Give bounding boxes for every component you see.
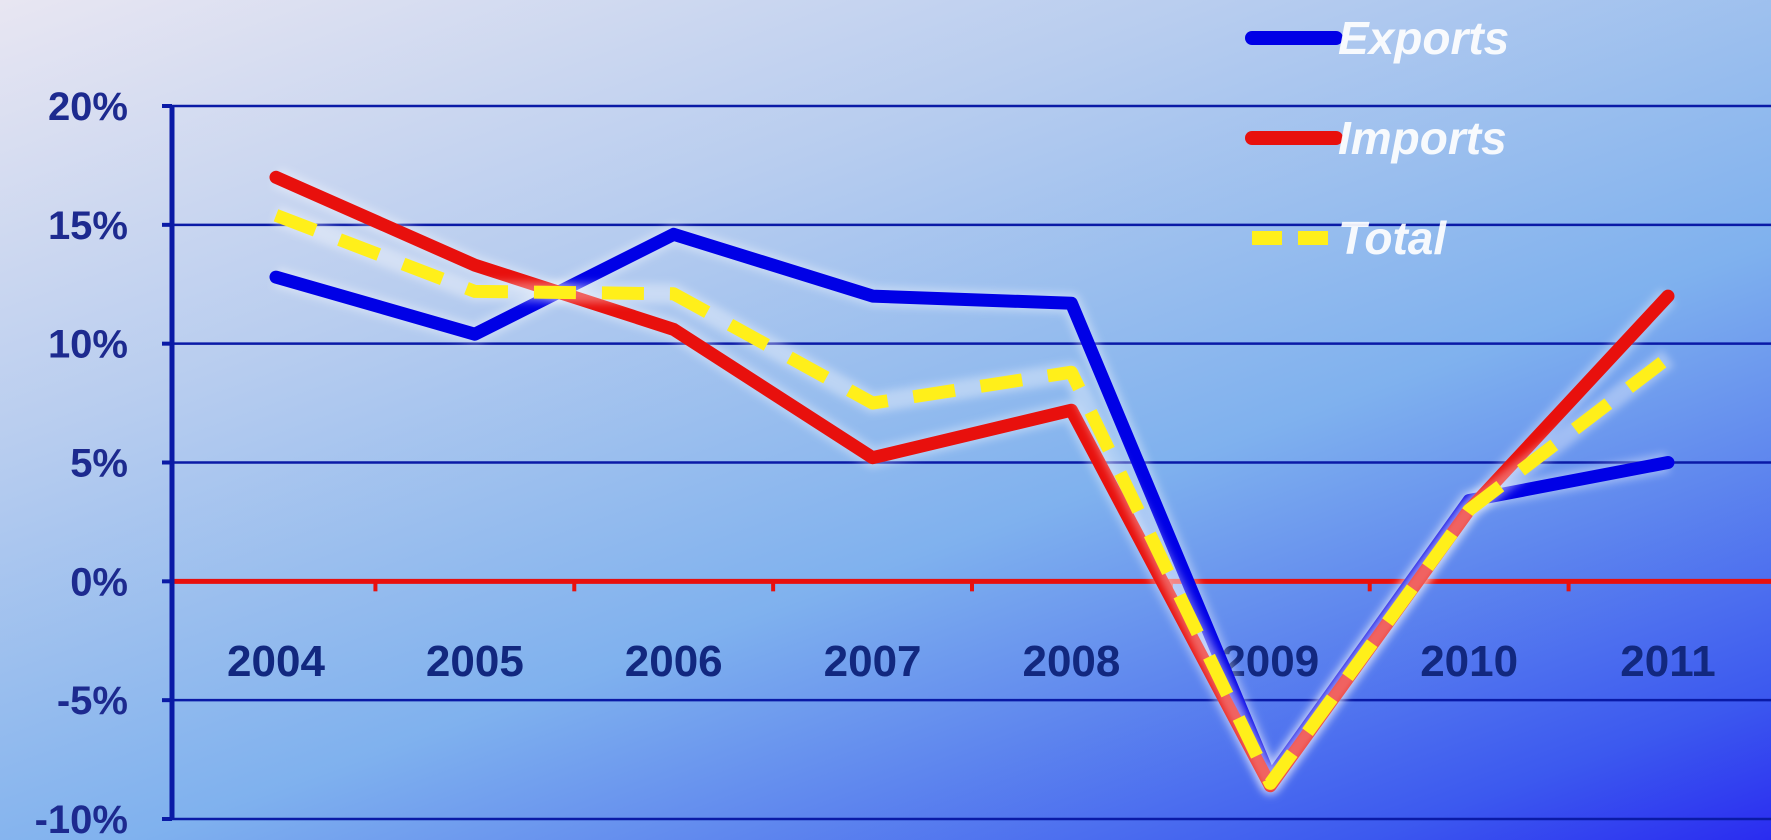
x-tick-label: 2008: [1022, 637, 1120, 686]
series-line-exports: [269, 227, 1675, 786]
y-tick-labels: 20% 15% 10% 5% 0% -5% -10%: [35, 85, 128, 840]
x-tick-label: 2010: [1420, 637, 1518, 686]
legend-label-imports: Imports: [1338, 112, 1507, 164]
y-tick-label: -5%: [57, 679, 128, 723]
series-line-imports: [269, 170, 1675, 793]
y-tick-label: 5%: [70, 442, 128, 486]
x-tick-label: 2011: [1620, 637, 1715, 686]
y-tick-label: -10%: [35, 798, 128, 840]
x-tick-label: 2004: [227, 637, 325, 686]
x-tick-labels: 2004 2005 2006 2007 2008 2009 2010 2011: [227, 637, 1716, 686]
y-tick-label: 20%: [48, 85, 128, 129]
series-line-total: [273, 209, 1672, 790]
y-tick-label: 15%: [48, 204, 128, 248]
legend-label-total: Total: [1338, 212, 1447, 264]
legend-label-exports: Exports: [1338, 12, 1509, 64]
legend: Exports Imports Total: [1245, 12, 1509, 264]
y-axis: [162, 104, 1571, 821]
series-lines: [269, 168, 1676, 796]
x-tick-label: 2005: [426, 637, 524, 686]
x-tick-label: 2006: [625, 637, 723, 686]
y-tick-label: 0%: [70, 560, 128, 604]
y-tick-label: 10%: [48, 323, 128, 367]
x-tick-label: 2007: [824, 637, 922, 686]
